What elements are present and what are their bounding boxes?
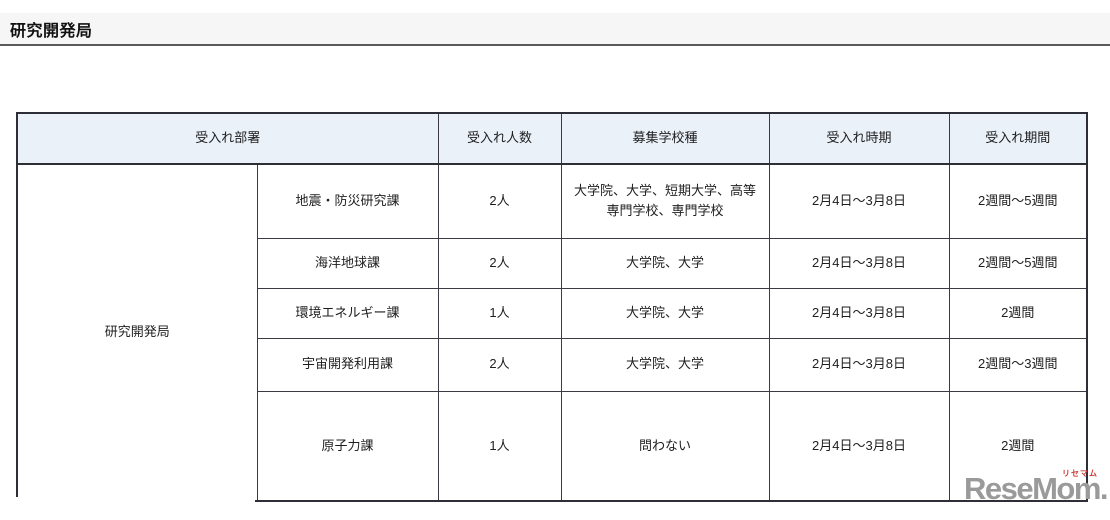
header-department: 受入れ部署 bbox=[16, 112, 439, 165]
duration-cell: 2週間～5週間 bbox=[948, 237, 1088, 289]
schools-cell: 大学院、大学 bbox=[560, 287, 770, 339]
schools-cell: 大学院、大学 bbox=[560, 337, 770, 392]
schools-cell: 大学院、大学 bbox=[560, 237, 770, 289]
resemom-ruby-text: リセマム bbox=[1062, 469, 1098, 478]
table-bottom-crop bbox=[14, 497, 255, 511]
table-row: 原子力課 1人 問わない 2月4日～3月8日 2週間 bbox=[17, 390, 1088, 502]
count-cell: 2人 bbox=[437, 337, 562, 392]
count-cell: 1人 bbox=[437, 287, 562, 339]
division-cell: 環境エネルギー課 bbox=[256, 287, 439, 339]
schools-cell: 問わない bbox=[560, 390, 770, 502]
duration-cell: 2週間 bbox=[948, 287, 1088, 339]
count-cell: 2人 bbox=[437, 237, 562, 289]
duration-cell: 2週間 bbox=[948, 390, 1088, 502]
period-cell: 2月4日～3月8日 bbox=[768, 163, 950, 239]
count-cell: 2人 bbox=[437, 163, 562, 239]
count-cell: 1人 bbox=[437, 390, 562, 502]
table-row: 宇宙開発利用課 2人 大学院、大学 2月4日～3月8日 2週間～3週間 bbox=[17, 337, 1088, 392]
header-count: 受入れ人数 bbox=[437, 112, 562, 165]
acceptance-table: 受入れ部署 受入れ人数 募集学校種 受入れ時期 受入れ期間 研究開発局 地震・防災… bbox=[16, 112, 1089, 502]
header-duration: 受入れ期間 bbox=[948, 112, 1088, 165]
period-cell: 2月4日～3月8日 bbox=[768, 237, 950, 289]
division-cell: 地震・防災研究課 bbox=[256, 163, 439, 239]
period-cell: 2月4日～3月8日 bbox=[768, 287, 950, 339]
table-row: 環境エネルギー課 1人 大学院、大学 2月4日～3月8日 2週間 bbox=[17, 287, 1088, 339]
bureau-cell: 研究開発局 bbox=[16, 163, 258, 502]
schools-cell: 大学院、大学、短期大学、高等専門学校、専門学校 bbox=[560, 163, 770, 239]
division-cell: 海洋地球課 bbox=[256, 237, 439, 289]
duration-cell: 2週間～5週間 bbox=[948, 163, 1088, 239]
resemom-logo: リセマム ReseMom. bbox=[963, 469, 1109, 506]
duration-cell: 2週間～3週間 bbox=[948, 337, 1088, 392]
division-cell: 宇宙開発利用課 bbox=[256, 337, 439, 392]
table-row: 海洋地球課 2人 大学院、大学 2月4日～3月8日 2週間～5週間 bbox=[17, 237, 1088, 289]
table-row: 研究開発局 地震・防災研究課 2人 大学院、大学、短期大学、高等専門学校、専門学校 2月… bbox=[16, 163, 1088, 502]
period-cell: 2月4日～3月8日 bbox=[768, 390, 950, 502]
header-school-type: 募集学校種 bbox=[560, 112, 770, 165]
page-title-bar: 研究開発局 bbox=[0, 13, 1110, 46]
resemom-logo-text: ReseMom. bbox=[963, 471, 1109, 506]
header-period: 受入れ時期 bbox=[768, 112, 950, 165]
period-cell: 2月4日～3月8日 bbox=[768, 337, 950, 392]
division-cell: 原子力課 bbox=[256, 390, 439, 502]
page-title: 研究開発局 bbox=[10, 22, 93, 40]
table-header-row: 受入れ部署 受入れ人数 募集学校種 受入れ時期 受入れ期間 bbox=[16, 112, 1088, 165]
